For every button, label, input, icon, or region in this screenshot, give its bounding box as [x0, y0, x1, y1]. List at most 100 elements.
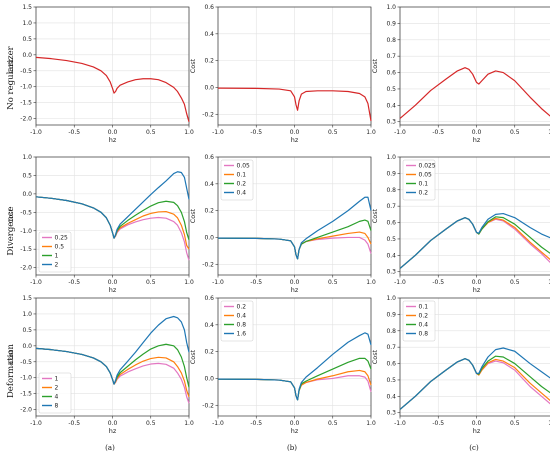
y-tick-label: 0.7	[386, 203, 396, 210]
x-tick-label: -0.5	[250, 129, 262, 136]
column-label-b: (b)	[287, 444, 297, 452]
plot-frame	[217, 156, 372, 276]
y-tick-label: 0.5	[22, 327, 32, 334]
y-axis-label: Cost	[7, 208, 15, 223]
y-tick-label: 1.0	[386, 4, 396, 11]
y-tick-label: 0.8	[386, 37, 396, 44]
x-tick-label: -1.0	[30, 129, 42, 136]
y-tick-label: -2.0	[20, 407, 32, 414]
legend-entry: 0.4	[237, 313, 247, 320]
chart-panel-3: -1.0 -0.5 0.0 0.5 1.0 0.3 0.4 0.5 0.6 0.7 0.8 0.9 1.…	[371, 4, 550, 144]
x-tick-label: 1.0	[548, 279, 550, 286]
x-tick-label: 0.5	[510, 420, 520, 427]
row-label-divergence: Divergence	[6, 206, 16, 255]
x-tick-label: 1.0	[548, 129, 550, 136]
y-tick-label: 0.9	[386, 20, 396, 27]
x-axis-label: hz	[291, 427, 299, 435]
legend-entry: 1	[55, 253, 59, 260]
y-tick-label: 0.3	[386, 410, 396, 417]
x-tick-label: 1.0	[184, 129, 194, 136]
x-tick-label: 0.5	[146, 279, 156, 286]
series-line-2	[35, 171, 190, 239]
x-axis-label: hz	[109, 136, 117, 144]
y-tick-label: 0.5	[386, 377, 396, 384]
x-tick-label: 0.0	[290, 279, 300, 286]
x-tick-label: 1.0	[184, 279, 194, 286]
x-axis-label: hz	[473, 286, 481, 294]
series-line	[35, 56, 190, 122]
y-tick-label: -1.0	[20, 228, 32, 235]
x-tick-label: 0.5	[328, 279, 338, 286]
x-tick-label: -1.0	[30, 279, 42, 286]
legend-entry: 0.8	[237, 322, 247, 329]
x-axis-label: hz	[473, 427, 481, 435]
legend-entry: 0.25	[55, 235, 69, 242]
legend: 1 2 4 8	[38, 372, 72, 414]
y-tick-label: 1.0	[22, 154, 32, 161]
y-axis-label: Cost	[7, 349, 15, 364]
series-line	[399, 67, 550, 119]
y-tick-label: -1.5	[20, 246, 32, 253]
y-tick-label: 0.3	[386, 119, 396, 126]
legend: 0.05 0.1 0.2 0.4	[220, 159, 254, 201]
y-tick-label: -1.0	[20, 84, 32, 91]
legend: 0.1 0.2 0.4 0.8	[402, 300, 436, 342]
series-line-0.4	[217, 196, 372, 260]
y-tick-label: 0.4	[386, 102, 396, 109]
legend-box	[220, 300, 254, 342]
legend-entry: 0.1	[419, 304, 429, 311]
chart-panel-8: -1.0 -0.5 0.0 0.5 1.0 -0.2 0.0 0.2 0.4 0.6 hz Cost 0…	[189, 295, 376, 435]
plot-frame	[399, 156, 550, 276]
legend-entry: 0.4	[237, 190, 247, 197]
x-tick-label: 1.0	[184, 420, 194, 427]
chart-panels: -1.0 -0.5 0.0 0.5 1.0 -2.0 -1.5 -1.0 -0.5 0.0 0.5 1…	[7, 4, 550, 435]
y-axis-label: Cost	[7, 58, 15, 73]
x-tick-label: 0.5	[328, 129, 338, 136]
y-tick-label: 0.6	[386, 70, 396, 77]
y-tick-label: 0.0	[22, 52, 32, 59]
y-tick-label: 0.3	[386, 269, 396, 276]
x-tick-label: 0.0	[290, 129, 300, 136]
legend-box	[220, 159, 254, 201]
y-tick-label: 0.7	[386, 53, 396, 60]
y-tick-label: 0.5	[386, 236, 396, 243]
y-tick-label: -1.0	[20, 375, 32, 382]
x-tick-label: -1.0	[394, 279, 406, 286]
x-tick-label: -1.0	[212, 420, 224, 427]
y-tick-label: 0.4	[204, 322, 214, 329]
y-tick-label: -2.0	[20, 116, 32, 123]
y-axis-label: Cost	[371, 58, 379, 73]
column-labels: (a) (b) (c)	[105, 444, 479, 452]
chart-panel-7: -1.0 -0.5 0.0 0.5 1.0 -2.0 -1.5 -1.0 -0.5 0.0 0.5 1…	[7, 295, 194, 435]
legend: 0.25 0.5 1 2	[38, 231, 72, 273]
y-tick-label: 0.6	[204, 4, 214, 11]
plot-frame	[217, 297, 372, 417]
y-tick-label: 1.0	[22, 20, 32, 27]
y-tick-label: 0.6	[386, 220, 396, 227]
chart-panel-5: -1.0 -0.5 0.0 0.5 1.0 -0.2 0.0 0.2 0.4 0.6 hz Cost 0…	[189, 154, 376, 294]
x-tick-label: 0.5	[510, 279, 520, 286]
x-tick-label: -0.5	[432, 279, 444, 286]
series-line-8	[35, 315, 190, 385]
series-line	[217, 87, 372, 122]
series-line-0.2	[399, 212, 550, 269]
series-line-0.4	[399, 355, 550, 410]
x-tick-label: 0.0	[108, 129, 118, 136]
row-label-no-regularizer: No regularizer	[6, 45, 16, 109]
plot-frame	[35, 6, 190, 126]
series-line-0.8	[399, 347, 550, 410]
x-tick-label: 0.5	[146, 420, 156, 427]
y-tick-label: -0.2	[202, 261, 214, 268]
y-tick-label: 1.5	[22, 295, 32, 302]
y-tick-label: 1.0	[386, 295, 396, 302]
x-tick-label: -1.0	[212, 279, 224, 286]
series-line-1.6	[217, 332, 372, 401]
y-tick-label: -1.5	[20, 100, 32, 107]
y-tick-label: 0.4	[204, 181, 214, 188]
y-tick-label: 0.5	[22, 36, 32, 43]
x-axis-label: hz	[473, 136, 481, 144]
chart-panel-1: -1.0 -0.5 0.0 0.5 1.0 -2.0 -1.5 -1.0 -0.5 0.0 0.5 1…	[7, 4, 194, 144]
y-tick-label: 0.0	[22, 343, 32, 350]
legend-entry: 0.025	[419, 163, 436, 170]
